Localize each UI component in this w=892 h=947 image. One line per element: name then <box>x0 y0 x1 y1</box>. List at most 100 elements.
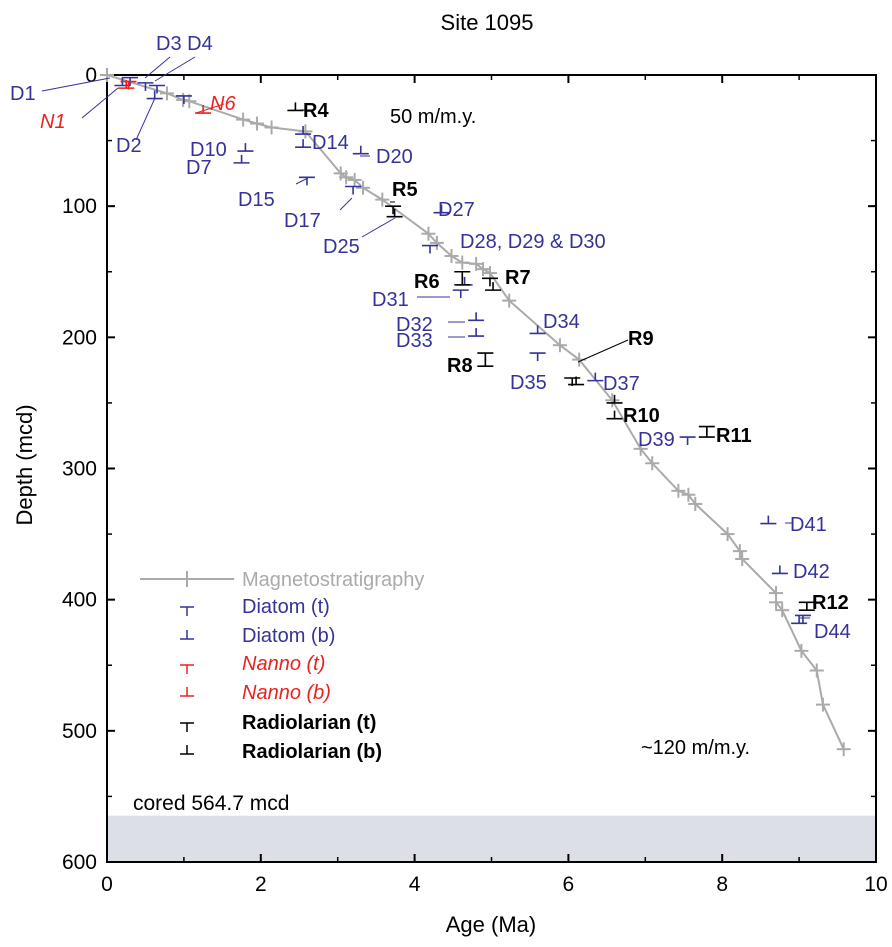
label-d32: D32 <box>396 314 433 336</box>
label-r9: R9 <box>628 328 654 350</box>
x-tick-label: 10 <box>864 873 887 896</box>
label-d33: D33 <box>396 330 433 352</box>
diatom-b-marker <box>587 372 604 382</box>
magnetostratigraphy-points <box>100 68 851 757</box>
label-d37: D37 <box>603 373 640 395</box>
radiolarian-b-marker <box>606 394 623 404</box>
y-tick-label: 400 <box>62 589 97 612</box>
chart-title: Site 1095 <box>441 10 534 35</box>
label-d41: D41 <box>790 514 827 536</box>
svg-text:Nanno (b): Nanno (b) <box>242 682 331 704</box>
magneto-point <box>100 68 114 82</box>
magneto-point <box>732 544 747 559</box>
legend-item-magnetostratigraphy: Magnetostratigraphy <box>140 569 424 591</box>
y-tick-label: 100 <box>62 195 97 218</box>
legend: Magnetostratigraphy Diatom (t) Diatom (b… <box>140 569 424 763</box>
radiolarian-b-marker <box>798 602 815 611</box>
magneto-point <box>421 226 436 241</box>
magnetostratigraphy-line <box>106 74 845 750</box>
diatom-b-marker <box>771 565 788 575</box>
magneto-point <box>735 552 750 567</box>
diatom-b-marker <box>352 145 369 155</box>
label-d1: D1 <box>10 83 36 105</box>
y-tick-label: 600 <box>62 851 97 874</box>
label-d20: D20 <box>376 146 413 168</box>
x-tick-label: 4 <box>409 873 421 896</box>
label-r4: R4 <box>303 100 329 122</box>
x-tick-label: 8 <box>716 873 728 896</box>
magneto-point <box>249 116 264 131</box>
radiolarian-b-marker <box>485 282 502 291</box>
diatom-t-marker <box>148 84 165 94</box>
radiolarian-t-marker <box>481 277 498 287</box>
magneto-point <box>444 249 459 264</box>
diatom-t-marker <box>529 352 546 362</box>
label-d44: D44 <box>814 621 851 643</box>
magneto-point <box>339 170 354 185</box>
diatom-b-marker <box>233 154 250 164</box>
label-rate-lower: ~120 m/m.y. <box>641 737 750 759</box>
legend-item-radiolarian-b: Radiolarian (b) <box>180 741 382 763</box>
nanno-b-marker <box>118 80 135 89</box>
radiolarian-b-marker <box>287 102 304 112</box>
diatom-b-marker <box>456 276 473 286</box>
label-r8: R8 <box>447 355 473 377</box>
label-d35: D35 <box>510 372 547 394</box>
label-d39: D39 <box>638 429 675 451</box>
label-d31: D31 <box>372 289 409 311</box>
radiolarian-b-marker <box>454 276 471 286</box>
nanno-b-marker <box>195 105 212 114</box>
datum-labels: D1 N1 D2 D3 D4 N6 R4 50 m/m.y. D10 D14 D… <box>10 33 851 759</box>
label-n1: N1 <box>40 111 66 133</box>
label-d14: D14 <box>312 132 349 154</box>
magneto-point <box>159 86 174 101</box>
magneto-point <box>681 487 696 502</box>
label-d15: D15 <box>238 189 275 211</box>
label-n6: N6 <box>210 93 236 115</box>
radiolarian-b-marker <box>568 376 585 386</box>
label-d42: D42 <box>793 561 830 583</box>
magneto-point <box>347 172 362 187</box>
diatom-b-marker <box>760 515 777 525</box>
label-d3d4: D3 D4 <box>156 33 213 55</box>
x-tick-label: 0 <box>101 873 113 896</box>
magneto-point <box>356 180 371 195</box>
label-r6: R6 <box>414 271 440 293</box>
diatom-b-marker <box>295 139 312 148</box>
magneto-point <box>552 338 567 353</box>
svg-text:Diatom (b): Diatom (b) <box>242 625 335 647</box>
y-axis-title: Depth (mcd) <box>12 404 37 525</box>
svg-text:Radiolarian (b): Radiolarian (b) <box>242 741 382 763</box>
label-r11: R11 <box>716 425 752 447</box>
x-axis-title: Age (Ma) <box>446 912 536 937</box>
diatom-t-marker <box>345 185 362 195</box>
magneto-point <box>809 663 824 678</box>
diatom-b-marker <box>433 204 450 214</box>
y-tick-label: 500 <box>62 720 97 743</box>
magneto-point <box>769 595 784 610</box>
magneto-point <box>794 643 809 658</box>
svg-text:Nanno (t): Nanno (t) <box>242 653 325 675</box>
magneto-point <box>836 742 851 757</box>
x-axis: 0 2 4 6 8 10 <box>101 75 888 896</box>
legend-item-nanno-t: Nanno (t) <box>180 653 325 675</box>
plot-frame <box>106 74 877 863</box>
label-d28: D28, D29 & D30 <box>460 231 606 253</box>
cored-interval-band <box>108 815 876 861</box>
diatom-b-marker <box>791 615 808 625</box>
svg-text:Radiolarian (t): Radiolarian (t) <box>242 712 376 734</box>
y-tick-label: 300 <box>62 458 97 481</box>
radiolarian-b-marker <box>606 410 623 420</box>
magneto-point <box>236 112 251 127</box>
diatom-t-marker <box>175 95 192 104</box>
magneto-point <box>633 441 648 456</box>
label-r7: R7 <box>505 267 531 289</box>
diatom-t-marker <box>421 244 438 254</box>
diatom-t-marker <box>794 614 811 624</box>
magneto-point <box>688 496 703 511</box>
label-rate-upper: 50 m/m.y. <box>390 106 476 128</box>
magneto-point <box>775 603 790 618</box>
legend-item-diatom-t: Diatom (t) <box>180 596 330 618</box>
legend-item-radiolarian-t: Radiolarian (t) <box>180 712 376 734</box>
